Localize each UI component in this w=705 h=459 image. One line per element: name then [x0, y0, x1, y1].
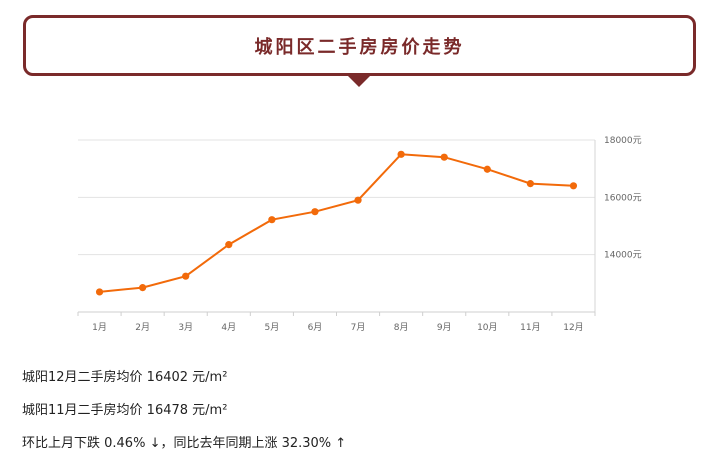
data-point-5 — [268, 216, 276, 224]
price-trend-chart: 14000元 16000元 18000元 1月 2月 3月 4月 5月 6月 7月 8月 9月 10月 1… — [77, 136, 642, 333]
y-tick-label: 18000元 — [604, 136, 642, 146]
data-point-4 — [225, 241, 233, 249]
x-tick-label: 9月 — [437, 322, 452, 333]
stat-change-summary: 环比上月下跌 0.46% ↓，同比去年同期上涨 32.30% ↑ — [22, 436, 347, 451]
x-tick-label: 12月 — [563, 322, 583, 333]
data-point-12 — [569, 182, 578, 190]
y-tick-label: 14000元 — [604, 251, 642, 261]
title-banner: 城阳区二手房房价走势 — [23, 15, 696, 76]
x-tick-label: 6月 — [308, 322, 323, 333]
x-tick-label: 3月 — [178, 322, 193, 333]
data-point-8 — [397, 150, 405, 158]
x-tick-label: 1月 — [92, 322, 107, 333]
data-point-6 — [311, 208, 319, 216]
series-line — [99, 153, 574, 293]
chart-title: 城阳区二手房房价走势 — [254, 36, 465, 58]
x-tick-label: 2月 — [135, 322, 150, 333]
data-point-1 — [95, 288, 104, 296]
data-point-3 — [182, 272, 190, 280]
x-tick-label: 4月 — [221, 322, 236, 333]
banner-pointer — [348, 76, 370, 87]
x-tick-label: 10月 — [477, 322, 497, 333]
data-point-7 — [354, 196, 362, 204]
data-point-9 — [440, 153, 448, 161]
stat-previous-month: 城阳11月二手房均价 16478 元/m² — [22, 403, 228, 418]
x-tick-label: 11月 — [520, 322, 540, 333]
data-point-11 — [526, 180, 534, 188]
y-tick-label: 16000元 — [604, 193, 642, 203]
x-tick-label: 7月 — [351, 322, 366, 333]
data-point-10 — [483, 165, 491, 173]
data-point-2 — [139, 284, 147, 292]
stat-current-month: 城阳12月二手房均价 16402 元/m² — [22, 370, 228, 385]
x-tick-label: 5月 — [265, 322, 280, 333]
x-tick-label: 8月 — [394, 322, 409, 333]
